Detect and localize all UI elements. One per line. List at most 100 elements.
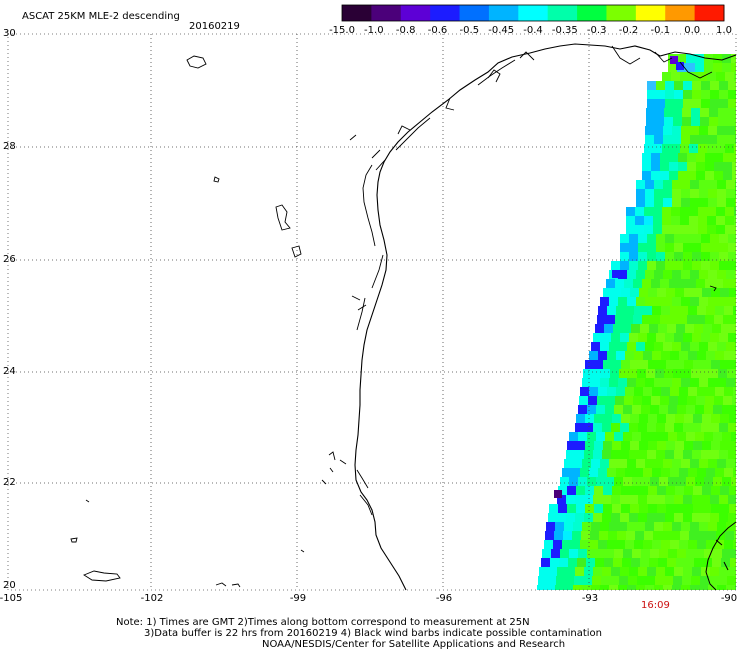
swath-cell bbox=[710, 567, 720, 577]
swath-cell bbox=[606, 396, 616, 406]
swath-cell bbox=[716, 216, 726, 226]
swath-cell bbox=[636, 378, 646, 388]
swath-cell bbox=[654, 270, 664, 280]
swath-cell bbox=[670, 56, 678, 64]
swath-cell bbox=[697, 351, 707, 361]
swath-cell bbox=[565, 576, 575, 586]
swath-cell bbox=[682, 369, 692, 379]
swath-cell bbox=[705, 279, 715, 289]
swath-cell bbox=[681, 189, 691, 199]
swath-cell bbox=[692, 81, 702, 91]
ascat-swath bbox=[537, 54, 736, 590]
swath-cell bbox=[601, 369, 611, 379]
swath-cell bbox=[665, 243, 675, 253]
swath-cell bbox=[672, 585, 682, 590]
swath-cell bbox=[635, 207, 645, 217]
swath-cell bbox=[686, 432, 696, 442]
swath-cell bbox=[698, 531, 708, 541]
swath-cell bbox=[613, 558, 623, 568]
swath-cell bbox=[686, 549, 696, 559]
swath-cell bbox=[652, 306, 662, 316]
swath-cell bbox=[708, 135, 718, 145]
swath-cell bbox=[707, 216, 717, 226]
swath-cell bbox=[645, 135, 655, 145]
swath-cell bbox=[630, 504, 640, 514]
swath-cell bbox=[707, 531, 717, 541]
swath-cell bbox=[675, 288, 685, 298]
swath-cell bbox=[718, 576, 728, 586]
swath-cell bbox=[725, 72, 735, 82]
swath-cell bbox=[582, 378, 592, 388]
swath-cell bbox=[667, 324, 677, 334]
plot-frame bbox=[7, 33, 737, 591]
swath-cell bbox=[728, 90, 736, 100]
swath-cell bbox=[558, 504, 568, 514]
swath-cell bbox=[711, 414, 721, 424]
swath-cell bbox=[640, 558, 650, 568]
swath-cell bbox=[706, 387, 716, 397]
swath-cell bbox=[723, 171, 733, 181]
colorbar-tick-label: -1.0 bbox=[364, 25, 384, 36]
swath-cell bbox=[725, 144, 735, 154]
swath-cell bbox=[699, 522, 709, 532]
swath-cell bbox=[673, 576, 683, 586]
swath-cell bbox=[658, 558, 668, 568]
swath-cell bbox=[583, 369, 593, 379]
swath-cell bbox=[717, 342, 727, 352]
swath-cell bbox=[620, 234, 630, 244]
swath-cell bbox=[618, 459, 628, 469]
colorbar-swatch bbox=[342, 5, 372, 21]
swath-cell bbox=[685, 324, 695, 334]
swath-cell bbox=[712, 324, 722, 334]
swath-cell bbox=[576, 504, 586, 514]
colorbar-swatch bbox=[606, 5, 637, 21]
swath-cell bbox=[653, 531, 663, 541]
swath-cell bbox=[678, 396, 688, 406]
swath-cell bbox=[715, 468, 725, 478]
swath-cell bbox=[669, 171, 679, 181]
swath-cell bbox=[615, 279, 625, 289]
swath-cell bbox=[677, 405, 687, 415]
swath-cell bbox=[615, 315, 625, 325]
swath-cell bbox=[705, 162, 715, 172]
swath-cell bbox=[601, 576, 611, 586]
swath-cell bbox=[652, 540, 662, 550]
swath-cell bbox=[717, 378, 727, 388]
swath-cell bbox=[719, 81, 729, 91]
swath-cell bbox=[726, 135, 736, 145]
swath-cell bbox=[707, 144, 717, 154]
swath-cell bbox=[551, 549, 561, 559]
swath-cell bbox=[678, 162, 688, 172]
swath-cell bbox=[719, 333, 729, 343]
swath-cell bbox=[666, 486, 676, 496]
swath-cell bbox=[542, 549, 552, 559]
swath-cell bbox=[720, 504, 730, 514]
swath-cell bbox=[663, 135, 673, 145]
swath-cell bbox=[732, 279, 736, 289]
lon-label-96: -96 bbox=[435, 593, 453, 604]
swath-cell bbox=[672, 180, 682, 190]
swath-cell bbox=[602, 495, 612, 505]
swath-cell bbox=[674, 252, 684, 262]
swath-cell bbox=[666, 288, 676, 298]
swath-cell bbox=[680, 72, 690, 82]
swath-cell bbox=[709, 369, 719, 379]
swath-cell bbox=[654, 189, 664, 199]
swath-cell bbox=[623, 477, 633, 487]
swath-cell bbox=[695, 405, 705, 415]
swath-cell bbox=[716, 144, 726, 154]
swath-cell bbox=[692, 234, 702, 244]
swath-cell bbox=[686, 405, 696, 415]
swath-cell bbox=[630, 288, 640, 298]
swath-cell bbox=[586, 558, 596, 568]
swath-cell bbox=[654, 180, 664, 190]
swath-cell bbox=[614, 405, 624, 415]
swath-cell bbox=[713, 405, 723, 415]
swath-cell bbox=[603, 414, 613, 424]
swath-cell bbox=[702, 288, 712, 298]
swath-cell bbox=[671, 531, 681, 541]
swath-cell bbox=[674, 423, 684, 433]
swath-cell bbox=[691, 117, 701, 127]
swath-cell bbox=[612, 486, 622, 496]
swath-cell bbox=[668, 549, 678, 559]
